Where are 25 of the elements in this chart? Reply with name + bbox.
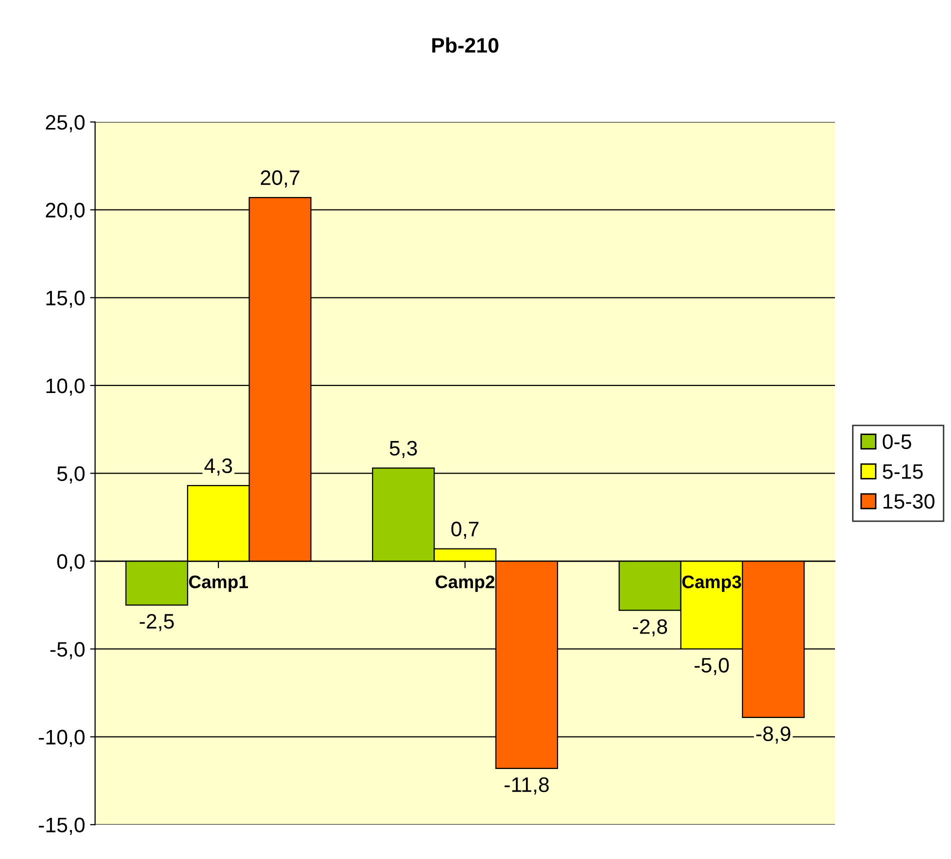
data-label: -8,9 [756, 726, 790, 744]
y-tick-label: -5,0 [50, 642, 85, 660]
data-label: -2,5 [140, 614, 174, 632]
y-tick-label: -10,0 [38, 730, 85, 748]
data-label: -11,8 [504, 777, 549, 795]
y-tick-label: 20,0 [46, 202, 85, 220]
y-tick-label: -15,0 [38, 818, 85, 835]
x-tick-label: Camp1 [189, 576, 248, 592]
y-tick-label: 10,0 [46, 378, 85, 396]
legend-label: 0-5 [882, 434, 912, 450]
y-tick-label: 5,0 [57, 466, 85, 484]
data-label: -5,0 [694, 658, 729, 676]
chart-title: Pb-210 [432, 37, 498, 53]
y-tick-label: 25,0 [46, 114, 85, 132]
x-tick-label: Camp3 [682, 576, 742, 592]
data-label: 4,3 [204, 458, 232, 476]
y-tick-label: 15,0 [46, 290, 85, 308]
x-tick-label: Camp2 [436, 576, 494, 592]
data-label: -2,8 [632, 619, 668, 636]
y-tick-label: 0,0 [57, 554, 85, 572]
legend-label: 15-30 [884, 494, 934, 509]
data-label: 0,7 [451, 522, 478, 539]
data-label: 5,3 [390, 440, 417, 458]
legend-label: 5-15 [882, 464, 923, 479]
data-label: 20,7 [260, 170, 300, 188]
